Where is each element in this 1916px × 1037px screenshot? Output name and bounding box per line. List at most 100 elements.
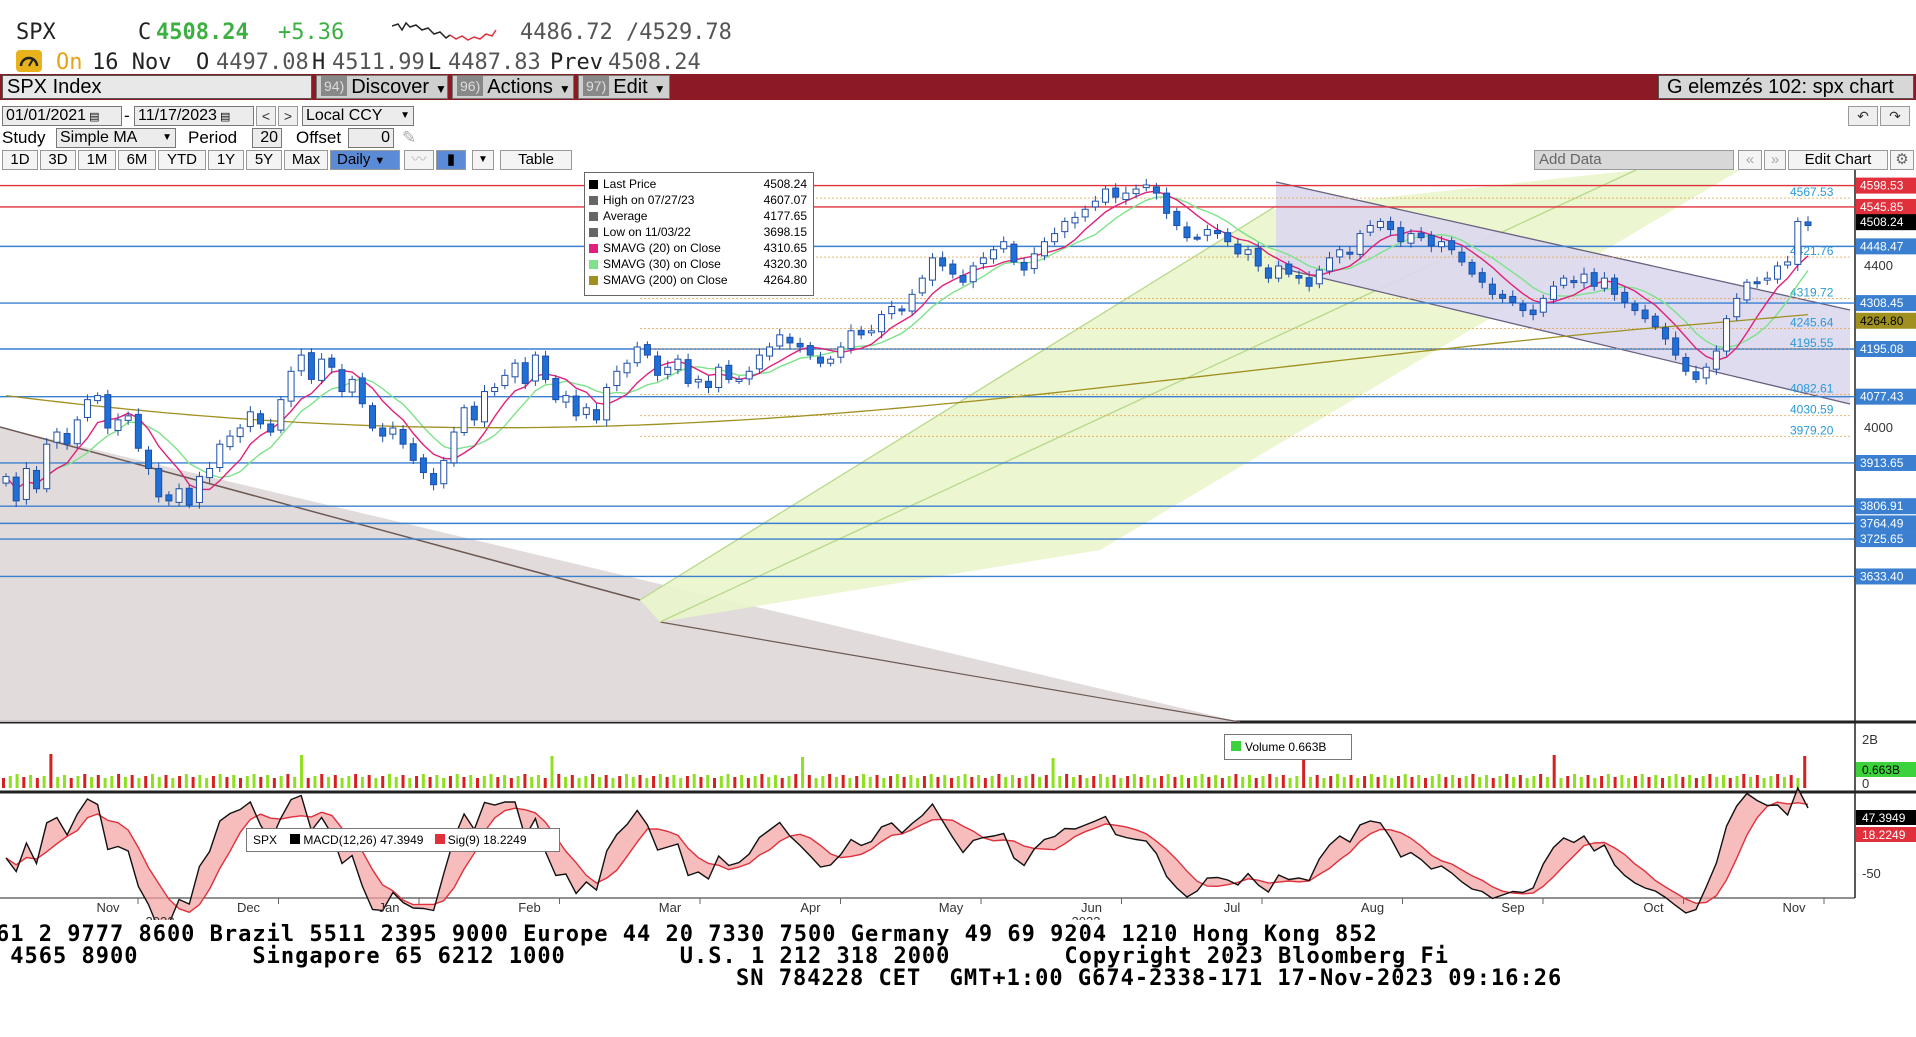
volume-bar [597, 777, 601, 788]
study-select[interactable]: Simple MA ▼ [56, 128, 176, 148]
volume-bar [259, 777, 263, 788]
table-button[interactable]: Table [500, 150, 572, 170]
legend-item: SMAVG (20) on Close 4310.65 [589, 240, 809, 256]
period-1d-button[interactable]: 1D [2, 150, 38, 170]
candle-body [155, 468, 163, 498]
candle-body [1651, 315, 1659, 328]
volume-bar [1193, 776, 1197, 788]
currency-select[interactable]: Local CCY ▼ [302, 106, 414, 126]
volume-bar [1010, 775, 1014, 788]
volume-bar [1776, 774, 1780, 788]
start-calendar-icon: ▤ [86, 111, 100, 123]
downtrend-lower-line [659, 621, 1241, 723]
candle-body [531, 354, 539, 382]
end-date-field[interactable]: 11/17/2023 ▤ [134, 106, 254, 126]
volume-bar [1782, 777, 1786, 788]
candle-body [124, 415, 132, 421]
candle-body [939, 257, 947, 267]
add-data-field[interactable]: Add Data [1534, 150, 1734, 170]
expand-icon[interactable]: » [1764, 150, 1786, 170]
volume-bar [1572, 774, 1576, 788]
period-ytd-button[interactable]: YTD [158, 150, 206, 170]
level-tag-value: 4508.24 [1860, 215, 1904, 229]
discover-button[interactable]: 94) Discover ▼ [316, 75, 448, 99]
period-max-button[interactable]: Max [284, 150, 328, 170]
prev-period-button[interactable]: < [256, 106, 276, 126]
period-1m-button[interactable]: 1M [78, 150, 116, 170]
period-5y-button[interactable]: 5Y [246, 150, 282, 170]
pencil-icon[interactable]: ✎ [402, 128, 417, 147]
volume-bar [1227, 776, 1231, 788]
level-tag-value: 4448.47 [1860, 239, 1904, 253]
volume-bar [875, 775, 879, 788]
volume-bar [1241, 777, 1245, 788]
chart-area[interactable]: 4567.53 4421.76 4319.72 4245.64 4195.55 4082.… [0, 169, 1916, 931]
prev-label: Prev [550, 50, 603, 75]
candle-body [1478, 272, 1486, 283]
next-period-button[interactable]: > [278, 106, 298, 126]
edit-button[interactable]: 97) Edit ▼ [578, 75, 670, 99]
volume-bar [1295, 776, 1299, 788]
volume-bar [604, 775, 608, 788]
legend-box[interactable]: Last Price 4508.24 High on 07/27/23 4607.07… [584, 172, 814, 296]
collapse-icon[interactable]: « [1738, 150, 1762, 170]
candle-body [134, 413, 142, 449]
sma200-line [5, 313, 1809, 429]
candle-chart-icon[interactable]: ▮ [436, 150, 466, 170]
volume-bar [1613, 777, 1617, 788]
candle-body [684, 359, 692, 384]
currency-value: Local CCY [306, 107, 383, 124]
candle-body [185, 487, 193, 506]
candle-body [1346, 251, 1354, 255]
line-chart-icon[interactable]: 〰 [404, 150, 434, 170]
chart-svg[interactable]: 4567.534421.764319.724245.644195.554082.… [0, 169, 1916, 931]
candle-body [766, 346, 774, 357]
edit-chart-button[interactable]: Edit Chart [1788, 150, 1888, 170]
offset-field[interactable]: 0 [348, 128, 394, 148]
volume-bar [1539, 774, 1543, 788]
candle-body [1763, 277, 1771, 281]
security-field[interactable]: SPX Index [2, 75, 312, 99]
volume-bar [42, 776, 46, 788]
volume-bar [997, 774, 1001, 788]
volume-bar [1065, 774, 1069, 788]
volume-bar [171, 778, 175, 788]
period-field[interactable]: 20 [252, 128, 282, 148]
volume-bar [1688, 775, 1692, 788]
volume-bar [1329, 776, 1333, 788]
macd-legend[interactable]: SPX MACD(12,26) 47.3949 Sig(9) 18.2249 [246, 828, 560, 852]
volume-bar [1207, 777, 1211, 788]
volume-bar [1478, 777, 1482, 788]
start-date-field[interactable]: 01/01/2021 ▤ [2, 106, 122, 126]
macd-last-tag [1856, 810, 1916, 825]
period-1y-button[interactable]: 1Y [208, 150, 244, 170]
x-tick-label: Aug [1361, 900, 1384, 915]
legend-item: Low on 11/03/22 3698.15 [589, 224, 809, 240]
volume-bar [191, 777, 195, 788]
settings-gear-icon[interactable]: ⚙ [1890, 150, 1914, 170]
redo-icon[interactable]: ↷ [1880, 106, 1910, 126]
volume-legend[interactable]: Volume 0.663B [1224, 734, 1352, 760]
fib-label: 4567.53 [1790, 185, 1834, 199]
actions-button[interactable]: 96) Actions ▼ [452, 75, 574, 99]
candle-body [1600, 277, 1608, 289]
volume-bar [320, 774, 324, 788]
volume-bar [1674, 774, 1678, 788]
volume-bar [821, 776, 825, 788]
volume-bar [834, 777, 838, 788]
candle-body [1020, 261, 1028, 271]
volume-bar [557, 774, 561, 788]
volume-bar [252, 774, 256, 788]
edit-caret-icon: ▼ [653, 82, 666, 96]
volume-bar [1566, 776, 1570, 788]
volume-bar [828, 774, 832, 788]
chart-type-caret-icon[interactable]: ▼ [472, 150, 494, 170]
period-6m-button[interactable]: 6M [118, 150, 156, 170]
period-3d-button[interactable]: 3D [40, 150, 76, 170]
frequency-select[interactable]: Daily ▼ [330, 150, 400, 170]
volume-bar [1640, 774, 1644, 788]
undo-icon[interactable]: ↶ [1848, 106, 1878, 126]
candle-body [1081, 208, 1089, 218]
candle-body [246, 411, 254, 428]
